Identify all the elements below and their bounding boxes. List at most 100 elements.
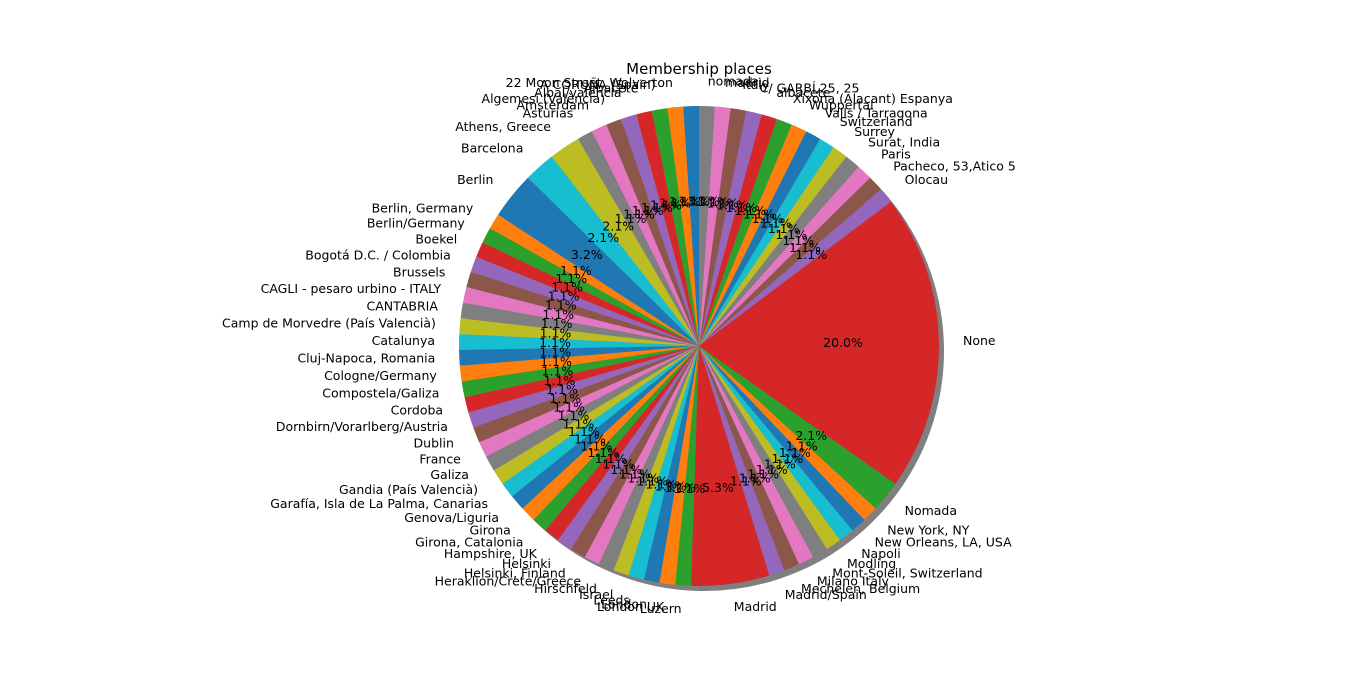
slice-percent-label: 20.0% <box>823 335 863 350</box>
slice-percent-label: 1.1% <box>645 477 677 492</box>
pie-slice-mont-soleil-switzerland-47 <box>699 346 827 558</box>
pie-slice-luzern-42 <box>675 346 699 586</box>
slice-percent-label: 2.1% <box>587 230 619 245</box>
pie-slice-albacete-63 <box>699 114 777 347</box>
slice-label: Napoli <box>861 546 901 561</box>
slice-percent-label: 1.1% <box>789 240 821 255</box>
slice-percent-label: 1.1% <box>587 445 619 460</box>
pie-slice-surrey-58 <box>699 147 847 346</box>
slice-percent-label: 1.1% <box>541 316 573 331</box>
slice-label: Switzerland <box>840 114 913 129</box>
pie-slices <box>459 106 940 586</box>
slice-percent-label: 2.1% <box>602 218 634 233</box>
pie-slice-modling-48 <box>699 346 841 550</box>
slice-label: Helsinki, Finland <box>464 565 566 580</box>
pie-slice-athens-greece-8 <box>551 138 699 346</box>
pie-slice-dublin-25 <box>473 346 699 443</box>
slice-percent-label: 1.1% <box>779 445 811 460</box>
slice-label: Hampshire, UK <box>444 546 538 561</box>
slice-label: Girona <box>470 523 511 538</box>
pie-slice-galiza-27 <box>486 346 699 471</box>
slice-label: Bogotá D.C. / Colombia <box>305 248 451 263</box>
pie-slice-cagli-pesaro-urbino-italy-16 <box>462 287 699 346</box>
pie-slice-camp-de-morvedre-pa-s-valenci-18 <box>459 318 699 346</box>
pie-slice-pacheco-53-atico-5-55 <box>699 177 881 346</box>
pie-slice-milano-italy-46 <box>699 346 814 565</box>
slice-percent-label: 1.1% <box>560 263 592 278</box>
slice-percent-label: 1.1% <box>764 457 796 472</box>
pie-slice-hampshire-uk-33 <box>545 346 699 541</box>
slice-percent-label: 1.1% <box>595 451 627 466</box>
slice-label: Valls / Tarragona <box>825 105 928 120</box>
slice-percent-label: 1.1% <box>636 474 668 489</box>
slice-percent-label: 1.1% <box>539 335 571 350</box>
slice-percent-label: 1.1% <box>725 200 757 215</box>
slice-percent-label: 1.1% <box>734 203 766 218</box>
slice-percent-label: 1.1% <box>782 233 814 248</box>
pie-slice-nomada-67 <box>699 106 715 346</box>
slice-percent-label: 1.1% <box>615 211 647 226</box>
pie-slice-surat-india-57 <box>699 156 859 346</box>
slice-percent-label: 1.1% <box>669 194 701 209</box>
slice-label: Xixona (Alacant) Espanya <box>793 91 953 106</box>
slice-percent-label: 1.1% <box>627 470 659 485</box>
slice-label: CAGLI - pesaro urbino - ITALY <box>261 281 442 296</box>
slice-label: Albal/valència <box>534 85 621 100</box>
pie-slice-paris-56 <box>699 166 871 346</box>
pie-slice-xixona-alacant-espanya-62 <box>699 119 792 346</box>
slice-label: London UK <box>597 599 665 614</box>
slice-label: madrid <box>725 75 769 90</box>
slice-label: Brussels <box>393 264 445 279</box>
pie-slice-olocau-54 <box>699 189 891 346</box>
pie-slice-girona-31 <box>522 346 699 520</box>
slice-label: Israel <box>579 587 613 602</box>
pie-slice-asturias-7 <box>577 131 699 346</box>
pie-slice-madrid-66 <box>699 106 731 347</box>
slice-percent-label: 1.1% <box>707 196 739 211</box>
pie-slice-unlabeled-0 <box>683 106 699 346</box>
slice-label: Madrid/Spain <box>785 587 867 602</box>
slice-label: Athens, Greece <box>455 119 551 134</box>
slice-percent-label: 1.1% <box>641 200 673 215</box>
slice-label: Pacheco, 53,Atico 5 <box>893 159 1016 174</box>
pie-slice-22-moon-street-wolverton-1 <box>667 106 699 347</box>
slice-label: italy <box>743 77 771 92</box>
pie-slice-madrid-43 <box>691 346 770 586</box>
slice-percent-label: 2.1% <box>795 428 827 443</box>
pie-slice-cantabria-17 <box>460 302 699 346</box>
pie-slice-genova-liguria-30 <box>512 346 699 509</box>
pie-slice-barcelona-9 <box>527 156 699 346</box>
pie-slice-none-53 <box>699 201 940 484</box>
slice-label: Surat, India <box>868 135 940 150</box>
slice-label: Milano Italy <box>817 574 890 589</box>
slice-label: albacete <box>776 85 830 100</box>
slice-label: Asturias <box>523 105 574 120</box>
pie-slice-new-orleans-la-usa-50 <box>699 346 865 531</box>
slice-percent-label: 1.1% <box>544 373 576 388</box>
slice-label: Helsinki <box>502 556 551 571</box>
slice-percent-label: 1.1% <box>619 466 651 481</box>
slice-label: Camp de Morvedre (País Valencià) <box>222 316 436 331</box>
pie-slice-berlin-germany-12 <box>482 228 699 346</box>
pie-slice-catalunya-19 <box>459 334 699 350</box>
slice-percent-label: 1.1% <box>548 289 580 304</box>
slice-percent-label: 1.1% <box>610 462 642 477</box>
slice-percent-label: 1.1% <box>602 457 634 472</box>
pie-slice-switzerland-59 <box>699 138 834 346</box>
slice-percent-label: 1.1% <box>574 432 606 447</box>
pie-slice-albacete-3 <box>636 110 699 347</box>
slice-label: Genova/Liguria <box>404 510 499 525</box>
slice-percent-label: 1.1% <box>739 470 771 485</box>
slice-percent-label: 1.1% <box>580 439 612 454</box>
slice-percent-label: 1.1% <box>760 216 792 231</box>
pie-slice-berlin-germany-11 <box>489 214 699 346</box>
pie-slice-bogot-d-c-colombia-14 <box>470 256 699 346</box>
slice-percent-label: 1.1% <box>678 194 710 209</box>
slice-label: Berlin, Germany <box>372 201 474 216</box>
slice-label: Berlin <box>457 172 493 187</box>
pie-slice-albal-val-ncia-4 <box>621 114 699 347</box>
slice-percent-label: 1.1% <box>551 280 583 295</box>
slice-label: France <box>419 452 461 467</box>
slice-label: Madrid <box>734 599 777 614</box>
pie-slice-helsinki-34 <box>557 346 699 550</box>
